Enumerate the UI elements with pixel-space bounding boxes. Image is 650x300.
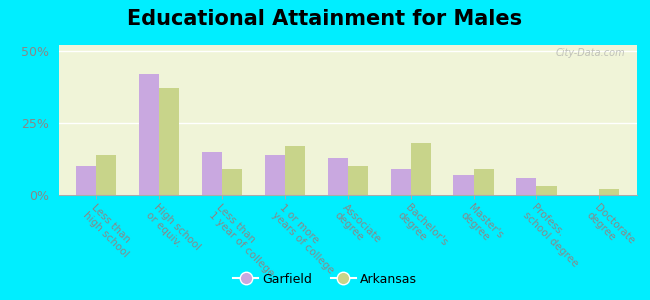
Bar: [139, 74, 159, 195]
Bar: [411, 143, 431, 195]
Bar: [391, 169, 411, 195]
Bar: [516, 178, 536, 195]
Bar: [159, 88, 179, 195]
Bar: [285, 146, 305, 195]
Bar: [96, 154, 116, 195]
Bar: [76, 166, 96, 195]
Text: City-Data.com: City-Data.com: [556, 48, 625, 58]
Bar: [202, 152, 222, 195]
Text: Educational Attainment for Males: Educational Attainment for Males: [127, 9, 523, 29]
Legend: Garfield, Arkansas: Garfield, Arkansas: [228, 268, 422, 291]
Bar: [599, 189, 619, 195]
Bar: [473, 169, 493, 195]
Bar: [454, 175, 473, 195]
Bar: [348, 166, 368, 195]
Bar: [328, 158, 348, 195]
Bar: [536, 186, 556, 195]
Bar: [222, 169, 242, 195]
Bar: [265, 154, 285, 195]
